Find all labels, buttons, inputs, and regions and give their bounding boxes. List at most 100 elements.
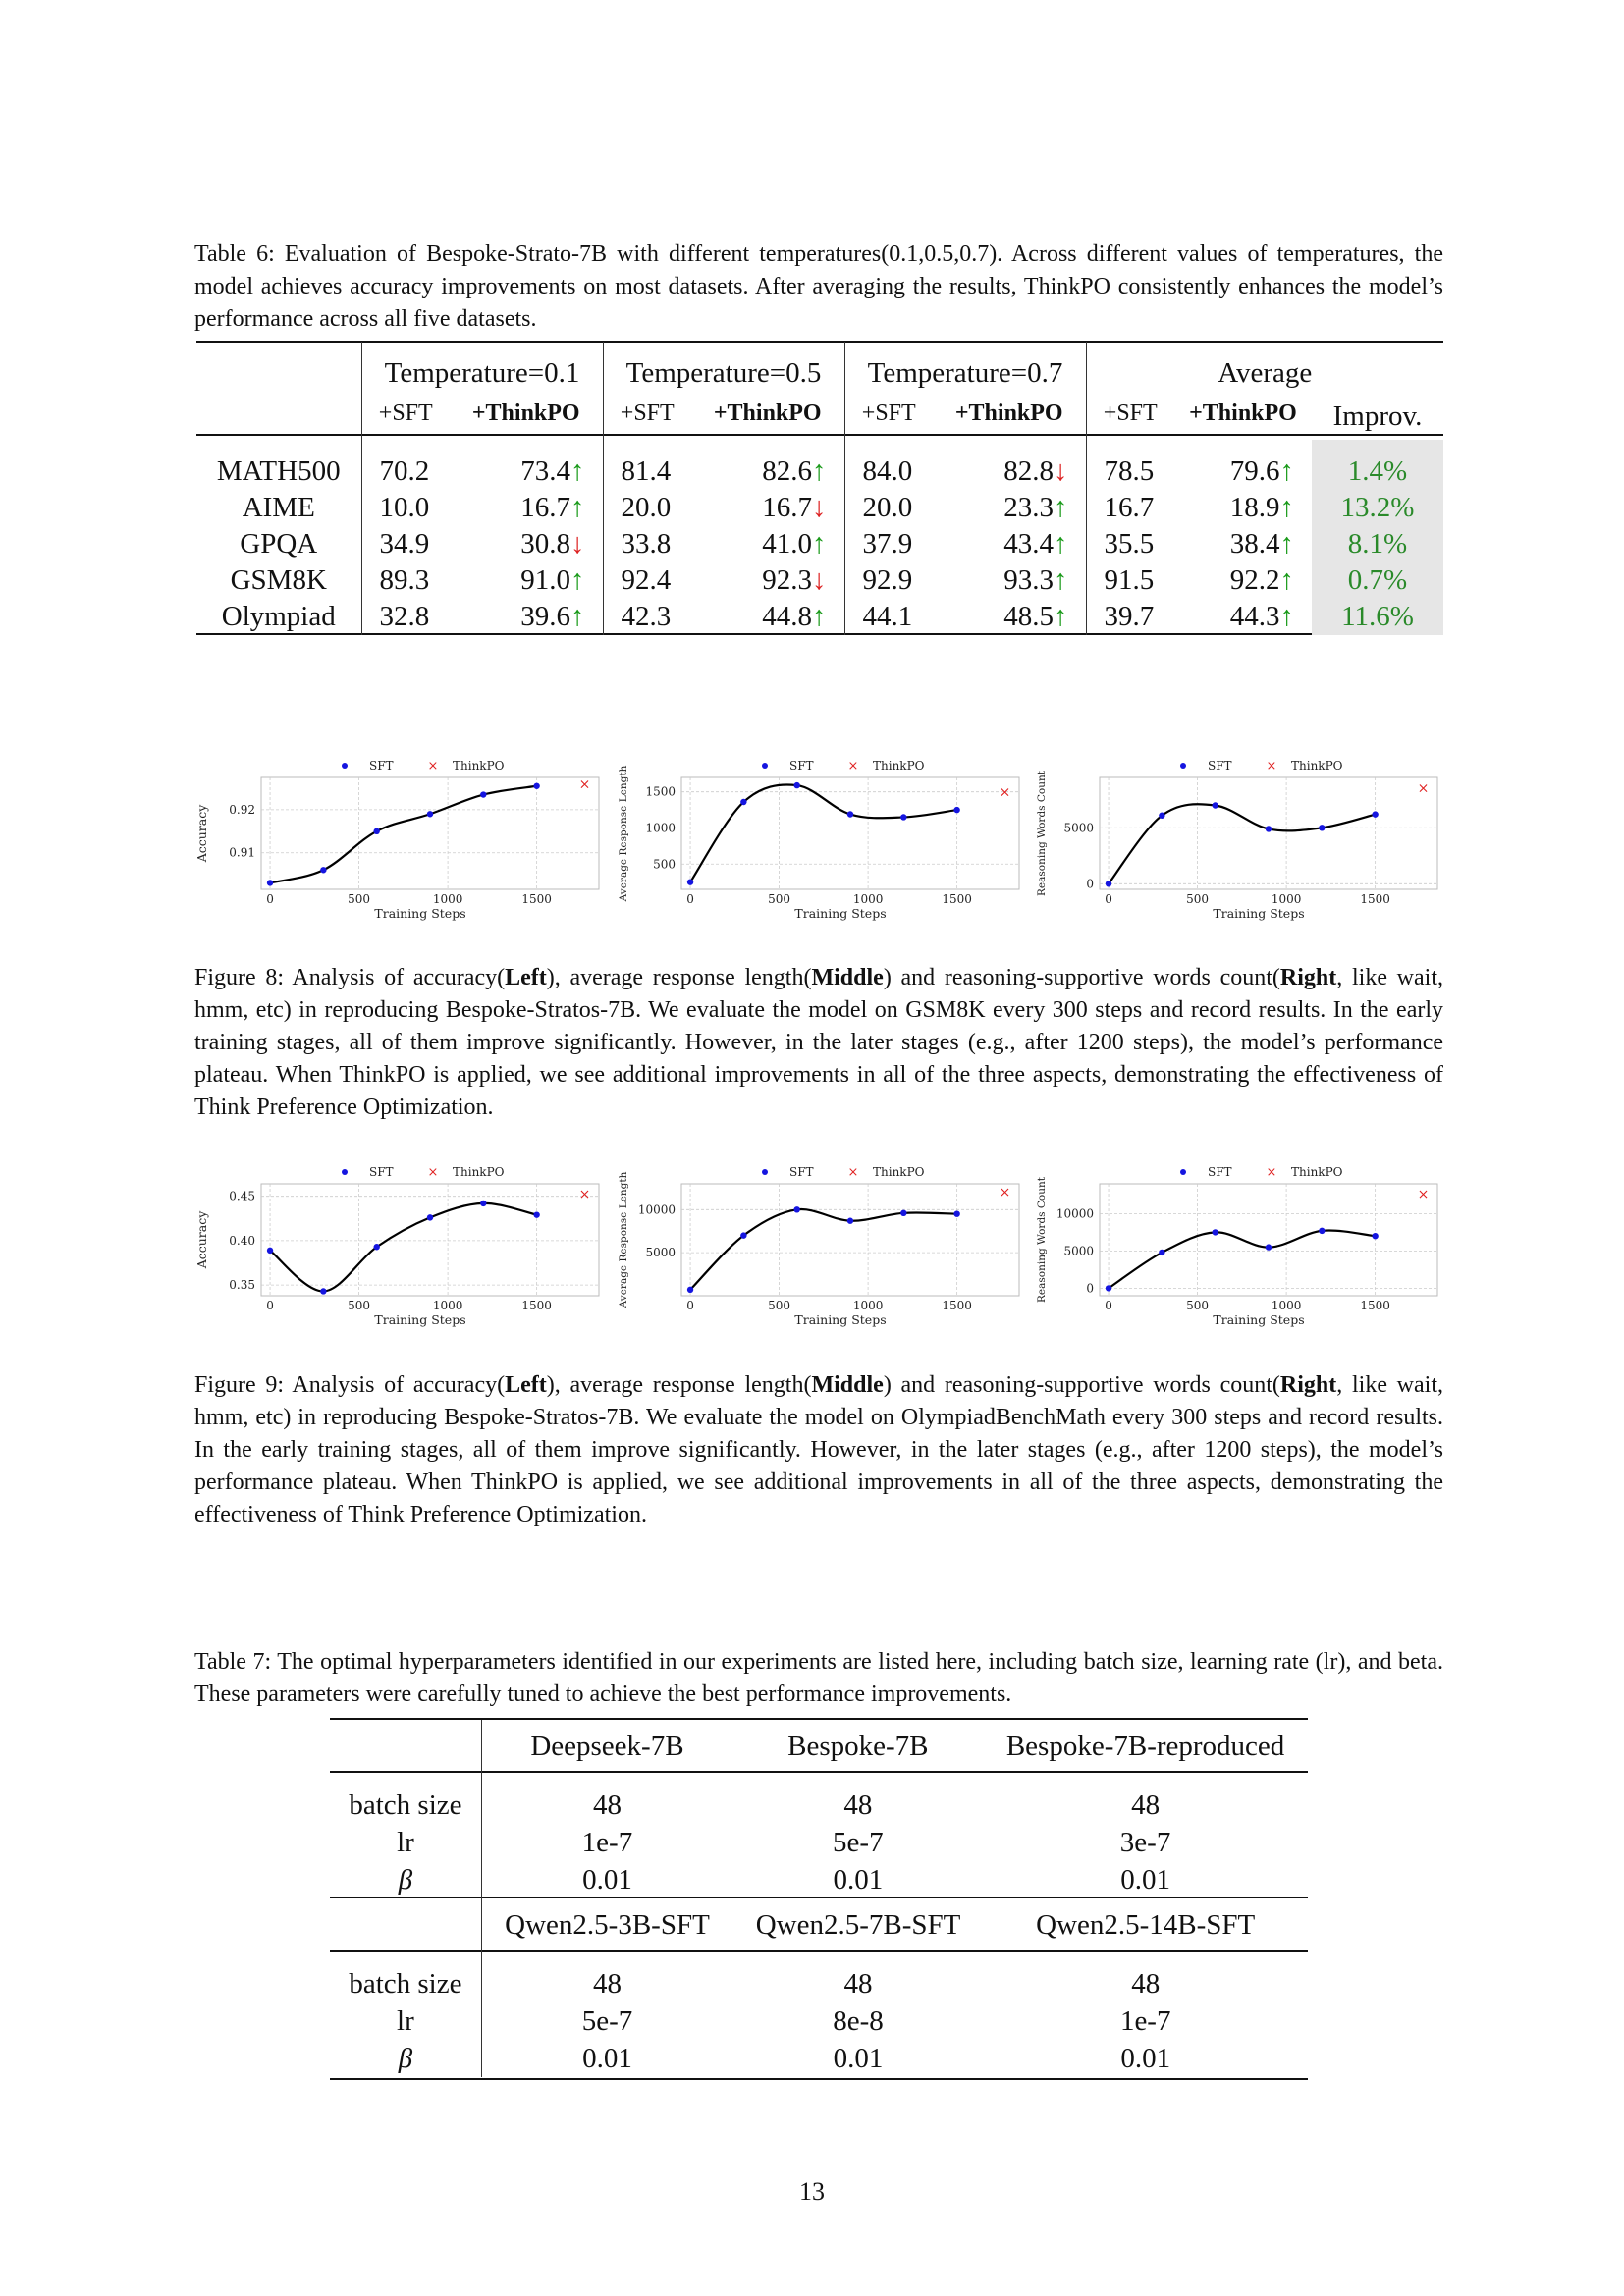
- table6-thinkpo-cell: 92.3↓: [691, 562, 844, 599]
- x-tick-label: 1000: [1272, 892, 1302, 906]
- table6-sub-header: +SFT: [843, 399, 933, 440]
- table6-value: 82.8: [1003, 455, 1054, 487]
- sft-data-point: [846, 811, 854, 818]
- sft-trend-line: [1108, 803, 1376, 884]
- sft-data-point: [480, 791, 487, 798]
- table7-rule: [330, 1950, 1308, 1952]
- figure9-accuracy-chart: SFT × ThinkPO 0 500 1000 1500 0.35 0.40 0.45 Train…: [194, 1165, 600, 1327]
- legend-sft-label: SFT: [789, 759, 814, 773]
- y-tick-label: 5000: [1063, 821, 1094, 834]
- arrow-down-icon: ↓: [812, 564, 827, 596]
- table6-value: 92.2: [1229, 564, 1280, 596]
- thinkpo-data-point: ×: [1000, 1185, 1011, 1201]
- sft-data-point: [900, 814, 907, 821]
- table7-model-header: Deepseek-7B: [480, 1720, 733, 1773]
- caption-text: Figure 8: Analysis of accuracy(: [194, 965, 506, 990]
- thinkpo-data-point: ×: [1000, 785, 1011, 801]
- arrow-up-icon: ↑: [812, 601, 827, 632]
- table6-value: 82.6: [762, 455, 812, 487]
- y-tick-label: 0.45: [229, 1190, 255, 1203]
- table6-sft-cell: 70.2: [360, 440, 450, 490]
- x-tick-label: 500: [348, 892, 370, 906]
- y-tick-label: 10000: [1056, 1206, 1094, 1220]
- x-axis-label: Training Steps: [374, 1312, 465, 1327]
- table7-cell: 0.01: [1120, 1863, 1170, 1896]
- page-number: 13: [799, 2177, 825, 2206]
- y-tick-label: 500: [653, 857, 676, 871]
- x-axis-label: Training Steps: [1213, 906, 1304, 921]
- legend-sft-marker: [762, 1169, 768, 1175]
- thinkpo-data-point: ×: [579, 777, 591, 793]
- x-tick-label: 500: [1186, 892, 1209, 906]
- legend-sft-marker: [342, 763, 348, 769]
- sft-data-point: [266, 1247, 274, 1255]
- table6-sub-header: +ThinkPO: [1189, 400, 1297, 426]
- table7-row-label: batch size: [349, 1789, 462, 1821]
- arrow-up-icon: ↑: [570, 601, 585, 632]
- legend-thinkpo-marker: ×: [1267, 759, 1277, 774]
- table6-sft-cell: 92.4: [602, 562, 691, 599]
- y-axis-label: Accuracy: [194, 1210, 209, 1270]
- table6-row-label: GSM8K: [230, 564, 327, 596]
- x-tick-label: 0: [686, 1299, 694, 1312]
- table6-value: 48.5: [1003, 601, 1054, 632]
- table7-cell: 1e-7: [1119, 2004, 1171, 2037]
- table7-cell: 0.01: [833, 2042, 884, 2074]
- x-tick-label: 1500: [521, 892, 552, 906]
- table6-thinkpo-cell: 18.9↑: [1174, 490, 1312, 526]
- table6-group-header: Temperature=0.1: [360, 342, 603, 399]
- sft-trend-line: [689, 783, 957, 883]
- table6-sft-cell: 10.0: [360, 490, 450, 526]
- thinkpo-data-point: ×: [1418, 1187, 1430, 1202]
- x-tick-label: 1000: [853, 892, 884, 906]
- sft-data-point: [953, 806, 960, 814]
- table7-cell: 48: [480, 1787, 733, 1824]
- y-tick-label: 0.92: [229, 803, 255, 817]
- table6-sft-cell: 84.0: [843, 440, 933, 490]
- legend-sft-marker: [1180, 1169, 1186, 1175]
- sft-data-point: [426, 811, 434, 818]
- table6-sft-cell: 78.5: [1085, 440, 1174, 490]
- table6-improv-cell: 0.7%: [1312, 562, 1443, 599]
- legend-sft-label: SFT: [789, 1165, 814, 1179]
- table6-sub-header: Improv.: [1332, 400, 1423, 432]
- table-row: AIME 10.0 16.7↑ 20.0 16.7↓ 20.0 23.3↑ 16.7 18.9↑…: [196, 490, 1443, 526]
- table6-corner: [196, 342, 361, 399]
- plot-frame: [680, 776, 1020, 890]
- table6-value: 38.4: [1229, 528, 1280, 560]
- table6-thinkpo-cell: 93.3↑: [933, 562, 1086, 599]
- x-tick-label: 500: [768, 892, 790, 906]
- table6-value: 16.7: [762, 492, 812, 523]
- sft-trend-line: [269, 1201, 537, 1293]
- legend-thinkpo-label: ThinkPO: [873, 759, 925, 773]
- table6-value: 41.0: [762, 528, 812, 560]
- sft-data-point: [1372, 811, 1379, 818]
- table7-cell: 8e-8: [833, 2004, 884, 2037]
- table-row: GPQA 34.9 30.8↓ 33.8 41.0↑ 37.9 43.4↑ 35.5 38.4↑…: [196, 526, 1443, 562]
- sft-data-point: [533, 782, 540, 789]
- table6-thinkpo-cell: 91.0↑: [450, 562, 603, 599]
- table6-value: 73.4: [520, 455, 570, 487]
- table6-sft-cell: 33.8: [602, 526, 691, 562]
- table6-sft-cell: 35.5: [1085, 526, 1174, 562]
- sft-data-point: [480, 1200, 487, 1207]
- table6-sft-cell: 92.9: [843, 562, 933, 599]
- table7-cell: 5e-7: [480, 2002, 733, 2040]
- table6-sft-cell: 89.3: [360, 562, 450, 599]
- table6-sft-cell: 37.9: [843, 526, 933, 562]
- x-tick-label: 1000: [433, 892, 463, 906]
- y-tick-label: 0: [1086, 1281, 1094, 1295]
- table7-model-header: Bespoke-7B-reproduced: [1005, 1730, 1285, 1762]
- legend-sft-label: SFT: [1208, 759, 1232, 773]
- table6: Temperature=0.1 Temperature=0.5 Temperat…: [196, 342, 1443, 635]
- x-axis-label: Training Steps: [1213, 1312, 1304, 1327]
- table7-cell: 48: [843, 1967, 873, 2000]
- table6-row-label: GPQA: [240, 528, 318, 560]
- table6-thinkpo-cell: 23.3↑: [933, 490, 1086, 526]
- table7-cell: 0.01: [480, 1861, 733, 1898]
- table6-group-header: Average: [1085, 342, 1443, 399]
- y-tick-label: 10000: [638, 1202, 676, 1216]
- table7-model-header: Qwen2.5-3B-SFT: [480, 1898, 733, 1951]
- legend-thinkpo-label: ThinkPO: [873, 1165, 925, 1179]
- sft-data-point: [1105, 1285, 1112, 1292]
